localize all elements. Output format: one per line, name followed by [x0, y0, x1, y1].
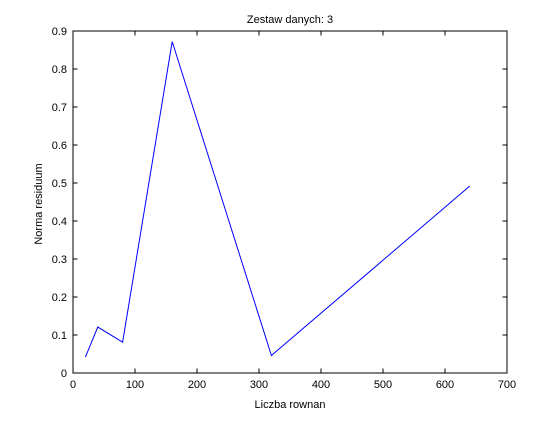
- y-tick-label: 0.5: [52, 178, 67, 190]
- series-line: [84, 41, 471, 358]
- y-tick-label: 0: [61, 368, 67, 380]
- y-axis-label: Norma residuum: [33, 163, 45, 244]
- y-tick-label: 0.1: [52, 330, 67, 342]
- x-tick-label: 300: [250, 379, 268, 391]
- y-tick-label: 0.7: [52, 102, 67, 114]
- x-tick-label: 600: [436, 379, 454, 391]
- y-tick-label: 0.8: [52, 64, 67, 76]
- y-tick-label: 0.3: [52, 254, 67, 266]
- x-tick-label: 100: [126, 379, 144, 391]
- x-tick-label: 500: [374, 379, 392, 391]
- y-tick-label: 0.9: [52, 26, 67, 38]
- x-tick-label: 700: [498, 379, 516, 391]
- x-axis-label: Liczba rownan: [255, 399, 326, 411]
- axis-ticks: 0 100 200 300 400 500 600 700 0 0.1 0.2 0.3 0.4 0.5 0.…: [52, 26, 516, 391]
- x-tick-label: 0: [70, 379, 76, 391]
- y-tick-label: 0.2: [52, 292, 67, 304]
- x-tick-label: 200: [188, 379, 206, 391]
- series-layer: [84, 41, 471, 358]
- x-tick-label: 400: [312, 379, 330, 391]
- plot-area: [72, 30, 508, 374]
- y-tick-label: 0.6: [52, 140, 67, 152]
- y-tick-label: 0.4: [52, 216, 67, 228]
- chart-title: Zestaw danych: 3: [247, 14, 333, 26]
